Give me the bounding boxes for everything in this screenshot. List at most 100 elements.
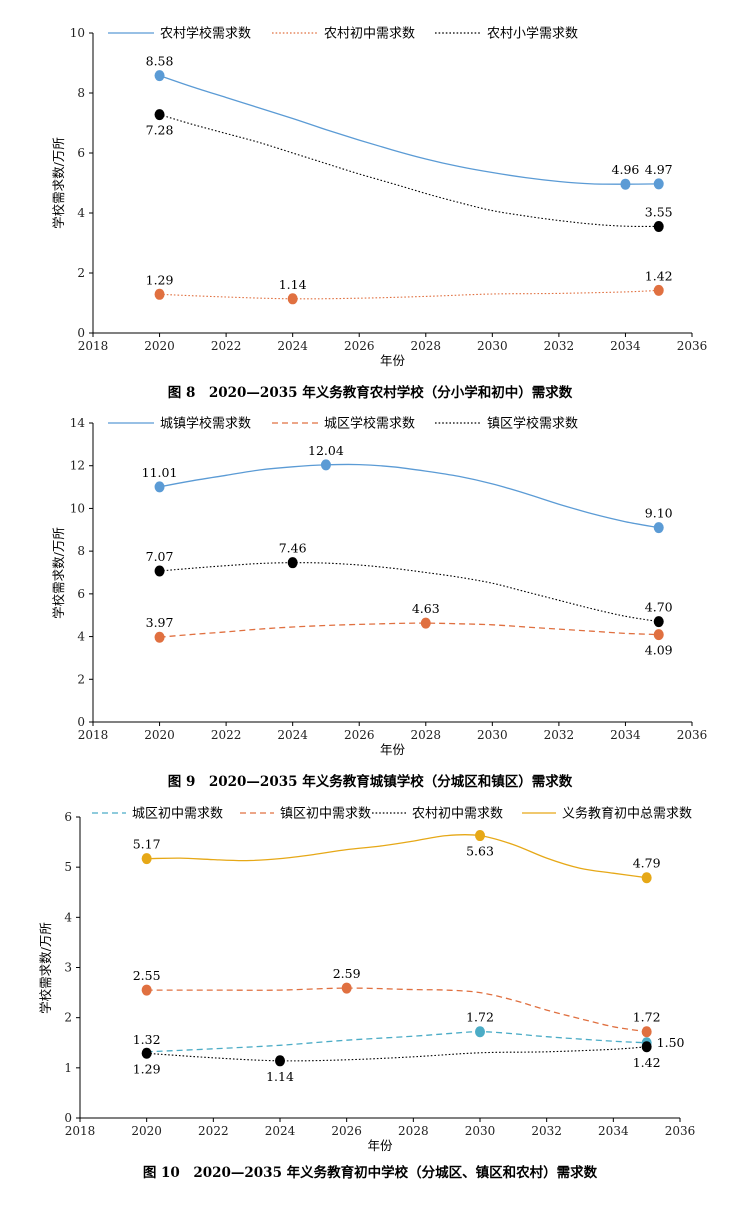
- data-label: 1.14: [266, 1069, 294, 1084]
- data-point: [641, 1041, 652, 1053]
- data-point: [141, 984, 152, 996]
- x-tick-label: 2034: [610, 728, 641, 742]
- data-label: 9.10: [645, 506, 673, 521]
- data-label: 4.63: [412, 601, 440, 616]
- y-tick-label: 2: [77, 672, 85, 686]
- x-tick-label: 2034: [598, 1124, 629, 1138]
- x-tick-label: 2030: [465, 1124, 496, 1138]
- data-point: [320, 459, 331, 471]
- data-label: 1.50: [657, 1035, 685, 1050]
- data-point: [653, 616, 664, 628]
- legend-label: 城镇学校需求数: [160, 416, 251, 432]
- x-tick-label: 2028: [398, 1124, 429, 1138]
- x-tick-label: 2036: [677, 728, 708, 742]
- x-tick-label: 2026: [331, 1124, 362, 1138]
- data-label: 4.97: [645, 162, 673, 177]
- data-label: 1.42: [633, 1055, 661, 1070]
- series-line: [159, 463, 659, 529]
- y-tick-label: 3: [64, 961, 72, 975]
- legend-label: 城区学校需求数: [324, 416, 415, 432]
- x-axis-label: 年份: [367, 1138, 393, 1153]
- data-point: [420, 617, 431, 629]
- y-tick-label: 1: [64, 1061, 72, 1075]
- y-tick-label: 10: [70, 501, 85, 515]
- data-label: 1.29: [146, 272, 174, 287]
- data-label: 2.55: [133, 968, 161, 983]
- data-label: 1.42: [645, 268, 673, 283]
- legend-label: 农村初中需求数: [324, 27, 415, 42]
- figure-caption: 图 8 2020—2035 年义务教育农村学校（分小学和初中）需求数: [168, 384, 573, 401]
- x-tick-label: 2020: [144, 728, 175, 742]
- data-label: 11.01: [142, 465, 178, 480]
- y-tick-label: 5: [64, 860, 72, 874]
- data-label: 4.70: [645, 600, 673, 615]
- data-label: 8.58: [146, 54, 174, 69]
- data-point: [653, 178, 664, 190]
- data-label: 4.96: [612, 162, 640, 177]
- y-tick-label: 6: [77, 146, 85, 160]
- y-tick-label: 4: [77, 630, 85, 644]
- x-tick-label: 2032: [531, 1124, 562, 1138]
- y-tick-label: 0: [64, 1111, 72, 1125]
- chart-figure-8: 0 2 4 6 8 10 2018 2020 2022 2024 2026 2028 2030 2032 2…: [0, 0, 740, 410]
- series-line: [159, 622, 659, 638]
- x-tick-label: 2020: [144, 339, 175, 353]
- x-axis-label: 年份: [380, 353, 406, 368]
- data-point: [154, 481, 165, 493]
- data-point: [653, 284, 664, 296]
- y-axis-label: 学校需求数/万所: [51, 137, 66, 229]
- series-line: [146, 1046, 647, 1062]
- y-tick-label: 6: [64, 810, 72, 824]
- x-tick-label: 2034: [610, 339, 641, 353]
- y-tick-label: 2: [64, 1011, 72, 1025]
- data-label: 2.59: [333, 966, 361, 981]
- data-label: 1.32: [133, 1032, 161, 1047]
- x-tick-label: 2024: [265, 1124, 296, 1138]
- y-tick-label: 8: [77, 86, 85, 100]
- data-label: 1.72: [633, 1010, 661, 1025]
- y-axis-label: 学校需求数/万所: [51, 527, 66, 619]
- chart-figure-10: 0 1 2 3 4 5 6 2018 2020 2022 2024 2026 2028 2030 2032 2…: [0, 800, 740, 1200]
- x-tick-label: 2030: [477, 728, 508, 742]
- data-point: [475, 1026, 485, 1038]
- series-line: [159, 289, 659, 300]
- data-label: 5.63: [466, 844, 494, 859]
- y-axis-label: 学校需求数/万所: [38, 922, 53, 1014]
- chart-svg-9: 0 2 4 6 8 10 12 14 2018 2020 2022 2024 2026 2028 2030 2…: [51, 416, 708, 791]
- series-line: [159, 562, 659, 623]
- data-label: 1.14: [279, 277, 307, 292]
- x-tick-label: 2028: [411, 339, 442, 353]
- data-label: 3.55: [645, 205, 673, 220]
- figure-caption: 图 9 2020—2035 年义务教育城镇学校（分城区和镇区）需求数: [168, 773, 573, 790]
- data-point: [141, 1047, 152, 1059]
- x-tick-label: 2024: [277, 728, 308, 742]
- data-label: 3.97: [146, 615, 174, 630]
- x-tick-label: 2018: [65, 1124, 96, 1138]
- data-point: [641, 1026, 652, 1038]
- data-label: 12.04: [308, 443, 344, 458]
- data-point: [653, 522, 664, 534]
- x-tick-label: 2022: [211, 728, 242, 742]
- y-tick-label: 6: [77, 587, 85, 601]
- data-label: 4.79: [633, 856, 661, 871]
- legend-label: 城区初中需求数: [132, 807, 223, 822]
- series-line: [159, 114, 659, 228]
- x-axis-label: 年份: [380, 742, 406, 757]
- x-tick-label: 2022: [211, 339, 242, 353]
- x-tick-label: 2032: [544, 339, 575, 353]
- data-point: [287, 293, 298, 305]
- data-point: [475, 830, 485, 842]
- legend-label: 义务教育初中总需求数: [562, 806, 692, 822]
- y-tick-label: 0: [77, 326, 85, 340]
- data-label: 4.09: [645, 643, 673, 658]
- data-point: [341, 982, 352, 994]
- series-line: [146, 987, 647, 1033]
- chart-figure-9: 0 2 4 6 8 10 12 14 2018 2020 2022 2024 2026 2028 2030 2…: [0, 410, 740, 800]
- y-tick-label: 8: [77, 544, 85, 558]
- x-tick-label: 2018: [78, 728, 109, 742]
- legend-label: 镇区初中需求数: [280, 807, 371, 822]
- y-tick-label: 12: [70, 459, 85, 473]
- series-line: [159, 74, 659, 185]
- x-tick-label: 2030: [477, 339, 508, 353]
- chart-svg-8: 0 2 4 6 8 10 2018 2020 2022 2024 2026 2028 2030 2032 2…: [51, 26, 707, 402]
